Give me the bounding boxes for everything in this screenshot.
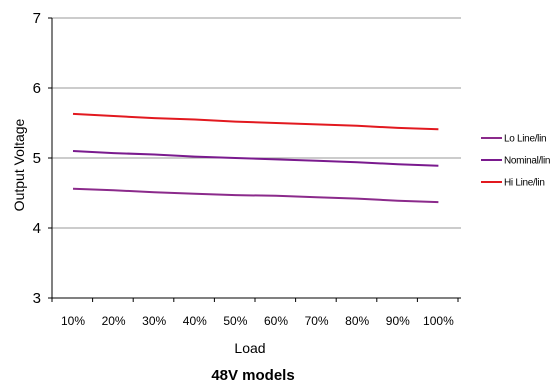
- x-tick-label: 30%: [142, 314, 166, 328]
- x-tick-label: 100%: [423, 314, 454, 328]
- x-tick-label: 10%: [61, 314, 85, 328]
- x-tick-label: 20%: [102, 314, 126, 328]
- x-axis-label: Load: [234, 340, 265, 356]
- legend-label: Lo Line/lin: [504, 134, 546, 145]
- series-line-2: [72, 150, 439, 167]
- y-tick-label: 5: [33, 150, 41, 167]
- y-tick-labels: 3 4 5 6 7: [33, 10, 41, 307]
- axes: [48, 17, 461, 302]
- series-line-1: [72, 187, 439, 204]
- x-tick-label: 40%: [183, 314, 207, 328]
- y-tick-label: 7: [33, 10, 41, 27]
- gridlines: [52, 17, 461, 229]
- x-tick-label: 90%: [386, 314, 410, 328]
- legend: Lo Line/lin Nominal/lin Hi Line/lin: [481, 134, 550, 189]
- legend-label: Nominal/lin: [504, 156, 550, 167]
- y-tick-label: 4: [33, 220, 41, 237]
- x-tick-label: 60%: [264, 314, 288, 328]
- series-lines: [72, 112, 439, 204]
- x-tick-label: 80%: [345, 314, 369, 328]
- y-axis-label: Output Voltage: [11, 118, 27, 211]
- y-tick-label: 6: [33, 80, 41, 97]
- x-tick-label: 50%: [223, 314, 247, 328]
- series-line-3: [72, 112, 439, 131]
- y-tick-label: 3: [33, 290, 41, 307]
- chart-caption: 48V models: [211, 367, 294, 384]
- legend-label: Hi Line/lin: [504, 178, 545, 189]
- x-tick-labels: 10% 20% 30% 40% 50% 60% 70% 80% 90% 100%: [61, 314, 454, 328]
- x-tick-label: 70%: [305, 314, 329, 328]
